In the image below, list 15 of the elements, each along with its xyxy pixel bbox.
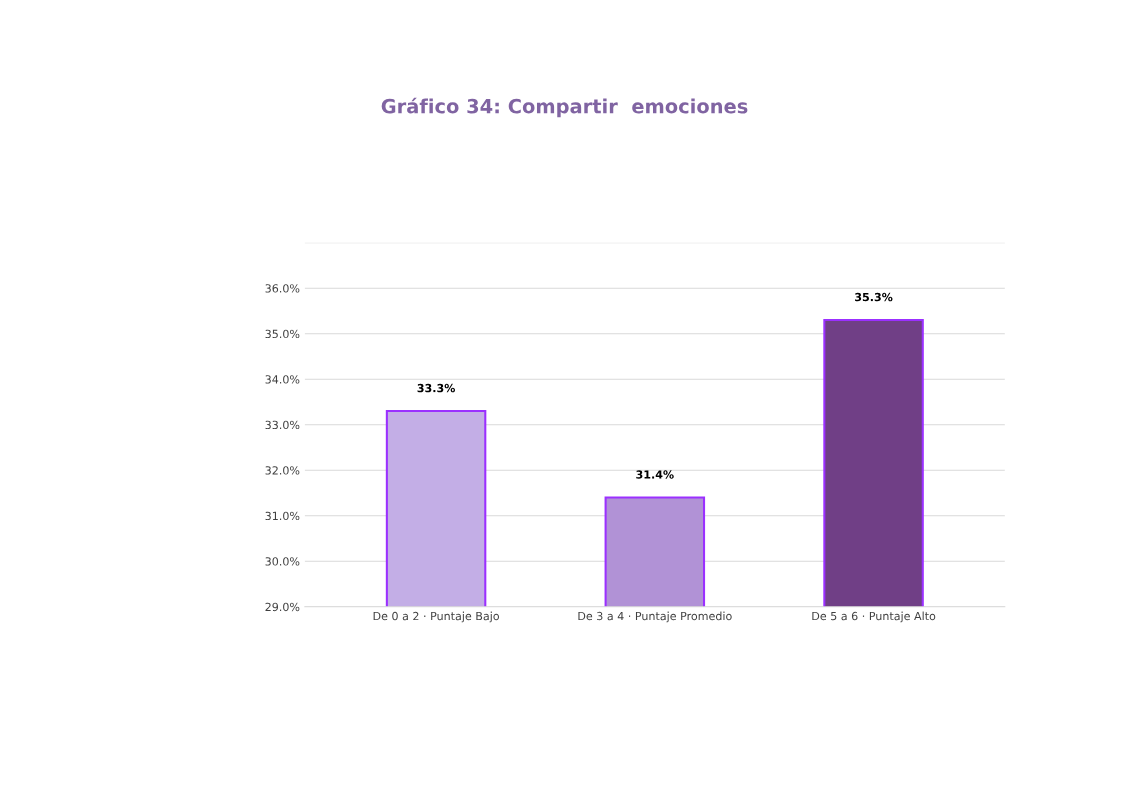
y-tick-label: 35.0% <box>265 329 300 339</box>
data-label: 31.4% <box>636 470 674 479</box>
chart-title: Gráfico 34: Compartir emociones <box>381 97 748 118</box>
y-tick-label: 32.0% <box>265 466 300 475</box>
x-tick-label: De 3 a 4 · Puntaje Promedio <box>578 611 732 623</box>
data-label: 33.3% <box>417 383 455 393</box>
y-tick-label: 29.0% <box>265 602 300 612</box>
x-tick-label: De 0 a 2 · Puntaje Bajo <box>373 611 499 623</box>
y-tick-label: 33.0% <box>265 420 300 430</box>
y-tick-label: 30.0% <box>265 557 300 566</box>
y-tick-label: 36.0% <box>265 284 300 293</box>
x-tick-label: De 5 a 6 · Puntaje Alto <box>812 611 936 623</box>
y-tick-label: 31.0% <box>265 511 300 521</box>
data-label: 35.3% <box>855 292 893 302</box>
y-tick-label: 34.0% <box>265 375 300 384</box>
